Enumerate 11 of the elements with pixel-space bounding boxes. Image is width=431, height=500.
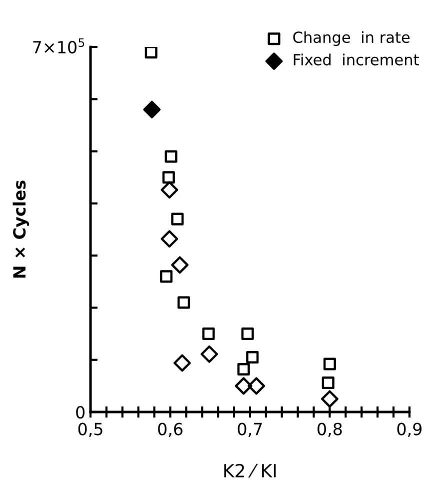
legend-label: Change in rate bbox=[293, 31, 410, 46]
legend-label: Fixed increment bbox=[294, 54, 419, 66]
y-tick-label: 0 bbox=[76, 406, 85, 419]
x-tick-label: 0,5 bbox=[78, 422, 102, 438]
x-tick-label: 0,6 bbox=[158, 422, 182, 438]
y-tick-label: 7×10$^{5}$ bbox=[33, 38, 84, 54]
x-tick-label: 0,9 bbox=[397, 422, 422, 438]
x-tick-label: 0,7 bbox=[238, 422, 262, 438]
y-axis-title: N × Cycles bbox=[12, 180, 30, 278]
x-tick-label: 0,8 bbox=[318, 422, 342, 438]
x-axis-title: K2 ⁄ KI bbox=[224, 464, 276, 478]
